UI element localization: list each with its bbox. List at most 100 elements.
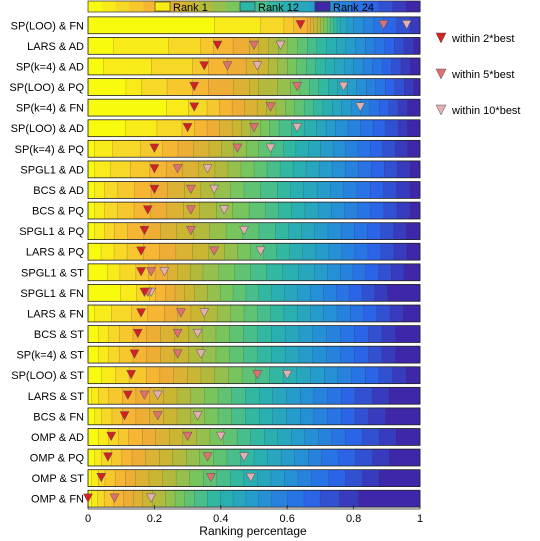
rank-segment: [248, 201, 266, 220]
rank-segment: [340, 263, 354, 281]
rank-segment: [87, 407, 96, 425]
rank-segment: [299, 78, 310, 96]
rank-segment: [362, 428, 380, 446]
rank-segment: [87, 366, 103, 384]
rank-segment: [284, 284, 298, 302]
rank-segment: [287, 37, 298, 55]
rank-segment: [87, 160, 95, 178]
rank-segment: [271, 325, 286, 343]
colorbar-frame: [87, 0, 421, 13]
rank-segment: [292, 160, 307, 178]
colorbar-segment: [281, 1, 297, 12]
rank-segment: [409, 181, 421, 199]
rank-segment: [367, 325, 383, 343]
marker-within-5-best: [146, 267, 156, 277]
rank-segment: [217, 304, 232, 323]
rank-segment: [155, 428, 170, 446]
rank-segment: [392, 366, 407, 384]
rank-segment: [286, 407, 301, 425]
marker-within-10-best: [292, 123, 303, 133]
rank-segment: [303, 119, 318, 137]
rank-segment: [374, 37, 386, 55]
rank-segment: [115, 366, 130, 384]
rank-segment: [217, 387, 233, 405]
rank-segment: [98, 387, 110, 405]
rank-segment: [308, 448, 323, 467]
rank-segment: [371, 387, 390, 405]
rank-segment: [337, 366, 353, 384]
rank-segment: [357, 160, 372, 178]
rank-segment: [354, 346, 369, 364]
rank-segment: [372, 448, 390, 467]
rank-segment: [175, 469, 191, 487]
rank-segment: [221, 140, 235, 158]
rank-segment: [152, 490, 166, 508]
rank-segment: [104, 181, 119, 199]
bars: [87, 16, 421, 508]
rank-segment: [229, 325, 245, 343]
rank-segment: [163, 407, 178, 425]
colorbar-label: Rank 24: [333, 2, 374, 14]
rank-segment: [303, 181, 318, 199]
rank-segment: [355, 37, 366, 55]
rank-segment: [237, 243, 252, 261]
rank-segment: [395, 140, 409, 158]
rank-segment: [367, 243, 382, 261]
rank-segment: [334, 57, 345, 76]
rank-segment: [384, 37, 395, 55]
rank-segment: [114, 222, 128, 240]
marker-within-2-best: [136, 308, 147, 318]
rank-segment: [347, 78, 358, 96]
rank-segment: [368, 407, 387, 425]
rank-segment: [280, 448, 296, 467]
rank-segment: [271, 284, 286, 302]
rank-segment: [165, 490, 176, 508]
rank-segment: [207, 78, 234, 96]
rank-segment: [159, 243, 177, 261]
rank-segment: [312, 346, 328, 364]
rank-segment: [94, 407, 103, 425]
row-label: SP(k=4) & FN: [16, 103, 84, 115]
rank-segment: [297, 37, 308, 55]
rank-segment: [381, 57, 393, 76]
rank-segment: [166, 78, 193, 96]
rank-segment: [385, 78, 396, 96]
rank-segment: [87, 37, 115, 55]
rank-segment: [87, 304, 96, 323]
rank-segment: [318, 78, 329, 96]
rank-segment: [165, 284, 176, 302]
rank-segment: [283, 16, 295, 34]
rank-segment: [204, 387, 219, 405]
rank-segment: [335, 119, 349, 137]
marker-within-10-best: [192, 328, 203, 339]
rank-segment: [345, 469, 363, 487]
rank-segment: [309, 78, 320, 96]
rank-segment: [187, 366, 202, 384]
rank-segment: [326, 325, 341, 343]
rank-segment: [258, 37, 269, 55]
colorbar-label: Rank 12: [258, 2, 299, 14]
marker-within-2-best: [149, 184, 160, 195]
rank-segment: [87, 346, 99, 364]
rank-segment: [283, 140, 297, 158]
rank-segment: [250, 428, 265, 446]
marker-within-5-best: [202, 452, 213, 462]
marker-within-2-best: [126, 370, 137, 380]
marker-within-10-best: [195, 349, 206, 359]
rank-markers: [83, 20, 412, 503]
rank-segment: [113, 243, 128, 261]
colorbar-segment: [171, 1, 186, 12]
rank-segment: [155, 284, 166, 302]
rank-segment: [159, 366, 175, 384]
rank-segment: [258, 78, 279, 96]
rank-segment: [117, 201, 135, 220]
rank-segment: [266, 263, 284, 281]
rank-segment: [145, 448, 160, 467]
row-label: BCS & FN: [33, 411, 84, 423]
rank-segment: [320, 140, 334, 158]
rank-segment: [406, 366, 421, 384]
colorbar-segment: [129, 1, 144, 12]
rank-segment: [258, 284, 273, 302]
rank-segment: [175, 243, 193, 261]
rank-segment: [305, 57, 317, 76]
